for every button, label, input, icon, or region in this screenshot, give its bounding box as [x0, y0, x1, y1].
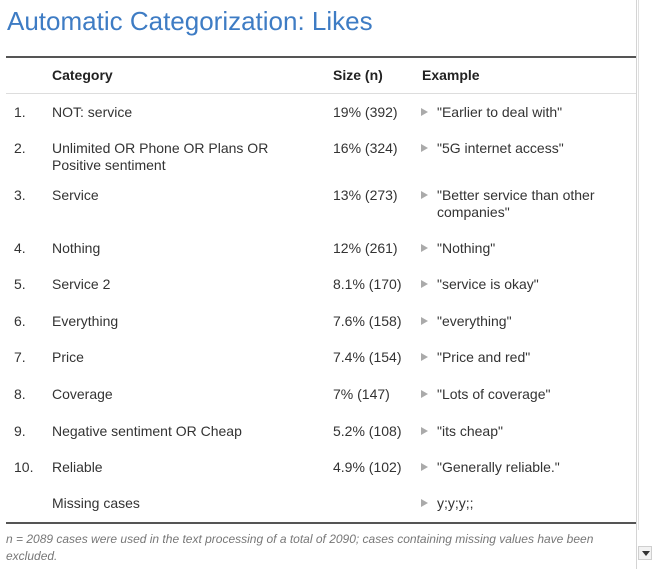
expand-triangle-icon[interactable] — [421, 144, 428, 152]
row-number: 1. — [14, 104, 26, 120]
footnote: n = 2089 cases were used in the text pro… — [6, 532, 594, 563]
row-example[interactable]: y;y;y;; — [421, 495, 631, 512]
row-size: 7% (147) — [333, 386, 390, 402]
page-title: Automatic Categorization: Likes — [7, 6, 373, 36]
scroll-down-button[interactable] — [638, 546, 652, 560]
expand-triangle-icon[interactable] — [421, 191, 428, 199]
row-example[interactable]: "everything" — [421, 313, 631, 330]
expand-triangle-icon[interactable] — [421, 317, 428, 325]
expand-triangle-icon[interactable] — [421, 390, 428, 398]
expand-triangle-icon[interactable] — [421, 108, 428, 116]
row-example[interactable]: "Better service than other companies" — [421, 187, 631, 221]
row-example[interactable]: "5G internet access" — [421, 140, 631, 157]
row-size: 13% (273) — [333, 187, 398, 203]
scrollbar-thumb[interactable] — [638, 0, 653, 530]
header-size: Size (n) — [333, 67, 383, 83]
chevron-down-icon — [642, 551, 650, 556]
row-example[interactable]: "its cheap" — [421, 423, 631, 440]
row-size: 7.6% (158) — [333, 313, 402, 329]
expand-triangle-icon[interactable] — [421, 463, 428, 471]
row-number: 9. — [14, 423, 26, 439]
table-bottom-rule — [6, 522, 636, 524]
header-category: Category — [52, 67, 113, 83]
row-category: Service — [52, 187, 99, 203]
expand-triangle-icon[interactable] — [421, 280, 428, 288]
row-example[interactable]: "Price and red" — [421, 349, 631, 366]
expand-triangle-icon[interactable] — [421, 244, 428, 252]
header-example: Example — [422, 67, 480, 83]
expand-triangle-icon[interactable] — [421, 427, 428, 435]
row-example[interactable]: "Earlier to deal with" — [421, 104, 631, 121]
row-category: Missing cases — [52, 495, 140, 511]
row-example[interactable]: "Lots of coverage" — [421, 386, 631, 403]
header-divider — [6, 93, 636, 94]
row-size: 5.2% (108) — [333, 423, 402, 439]
row-size: 4.9% (102) — [333, 459, 402, 475]
row-example[interactable]: "Nothing" — [421, 240, 631, 257]
expand-triangle-icon[interactable] — [421, 499, 428, 507]
row-size: 19% (392) — [333, 104, 398, 120]
row-number: 6. — [14, 313, 26, 329]
row-category: Everything — [52, 313, 119, 329]
expand-triangle-icon[interactable] — [421, 353, 428, 361]
row-number: 4. — [14, 240, 26, 256]
row-example[interactable]: "service is okay" — [421, 276, 631, 293]
row-example[interactable]: "Generally reliable." — [421, 459, 631, 476]
row-category: Price — [52, 349, 84, 365]
row-number: 7. — [14, 349, 26, 365]
row-size: 7.4% (154) — [333, 349, 402, 365]
row-size: 12% (261) — [333, 240, 398, 256]
row-number: 10. — [14, 459, 34, 475]
row-number: 5. — [14, 276, 26, 292]
row-number: 2. — [14, 140, 26, 156]
row-category: Unlimited OR Phone OR Plans OR Positive … — [52, 140, 269, 173]
row-category: Nothing — [52, 240, 101, 256]
row-number: 3. — [14, 187, 26, 203]
row-size: 16% (324) — [333, 140, 398, 156]
table-top-rule — [6, 56, 636, 58]
row-category: Coverage — [52, 386, 113, 402]
vertical-scrollbar[interactable] — [636, 0, 653, 569]
row-size: 8.1% (170) — [333, 276, 402, 292]
row-category: Negative sentiment OR Cheap — [52, 423, 242, 439]
row-category: Service 2 — [52, 276, 111, 292]
row-category: Reliable — [52, 459, 103, 475]
row-number: 8. — [14, 386, 26, 402]
row-category: NOT: service — [52, 104, 133, 120]
